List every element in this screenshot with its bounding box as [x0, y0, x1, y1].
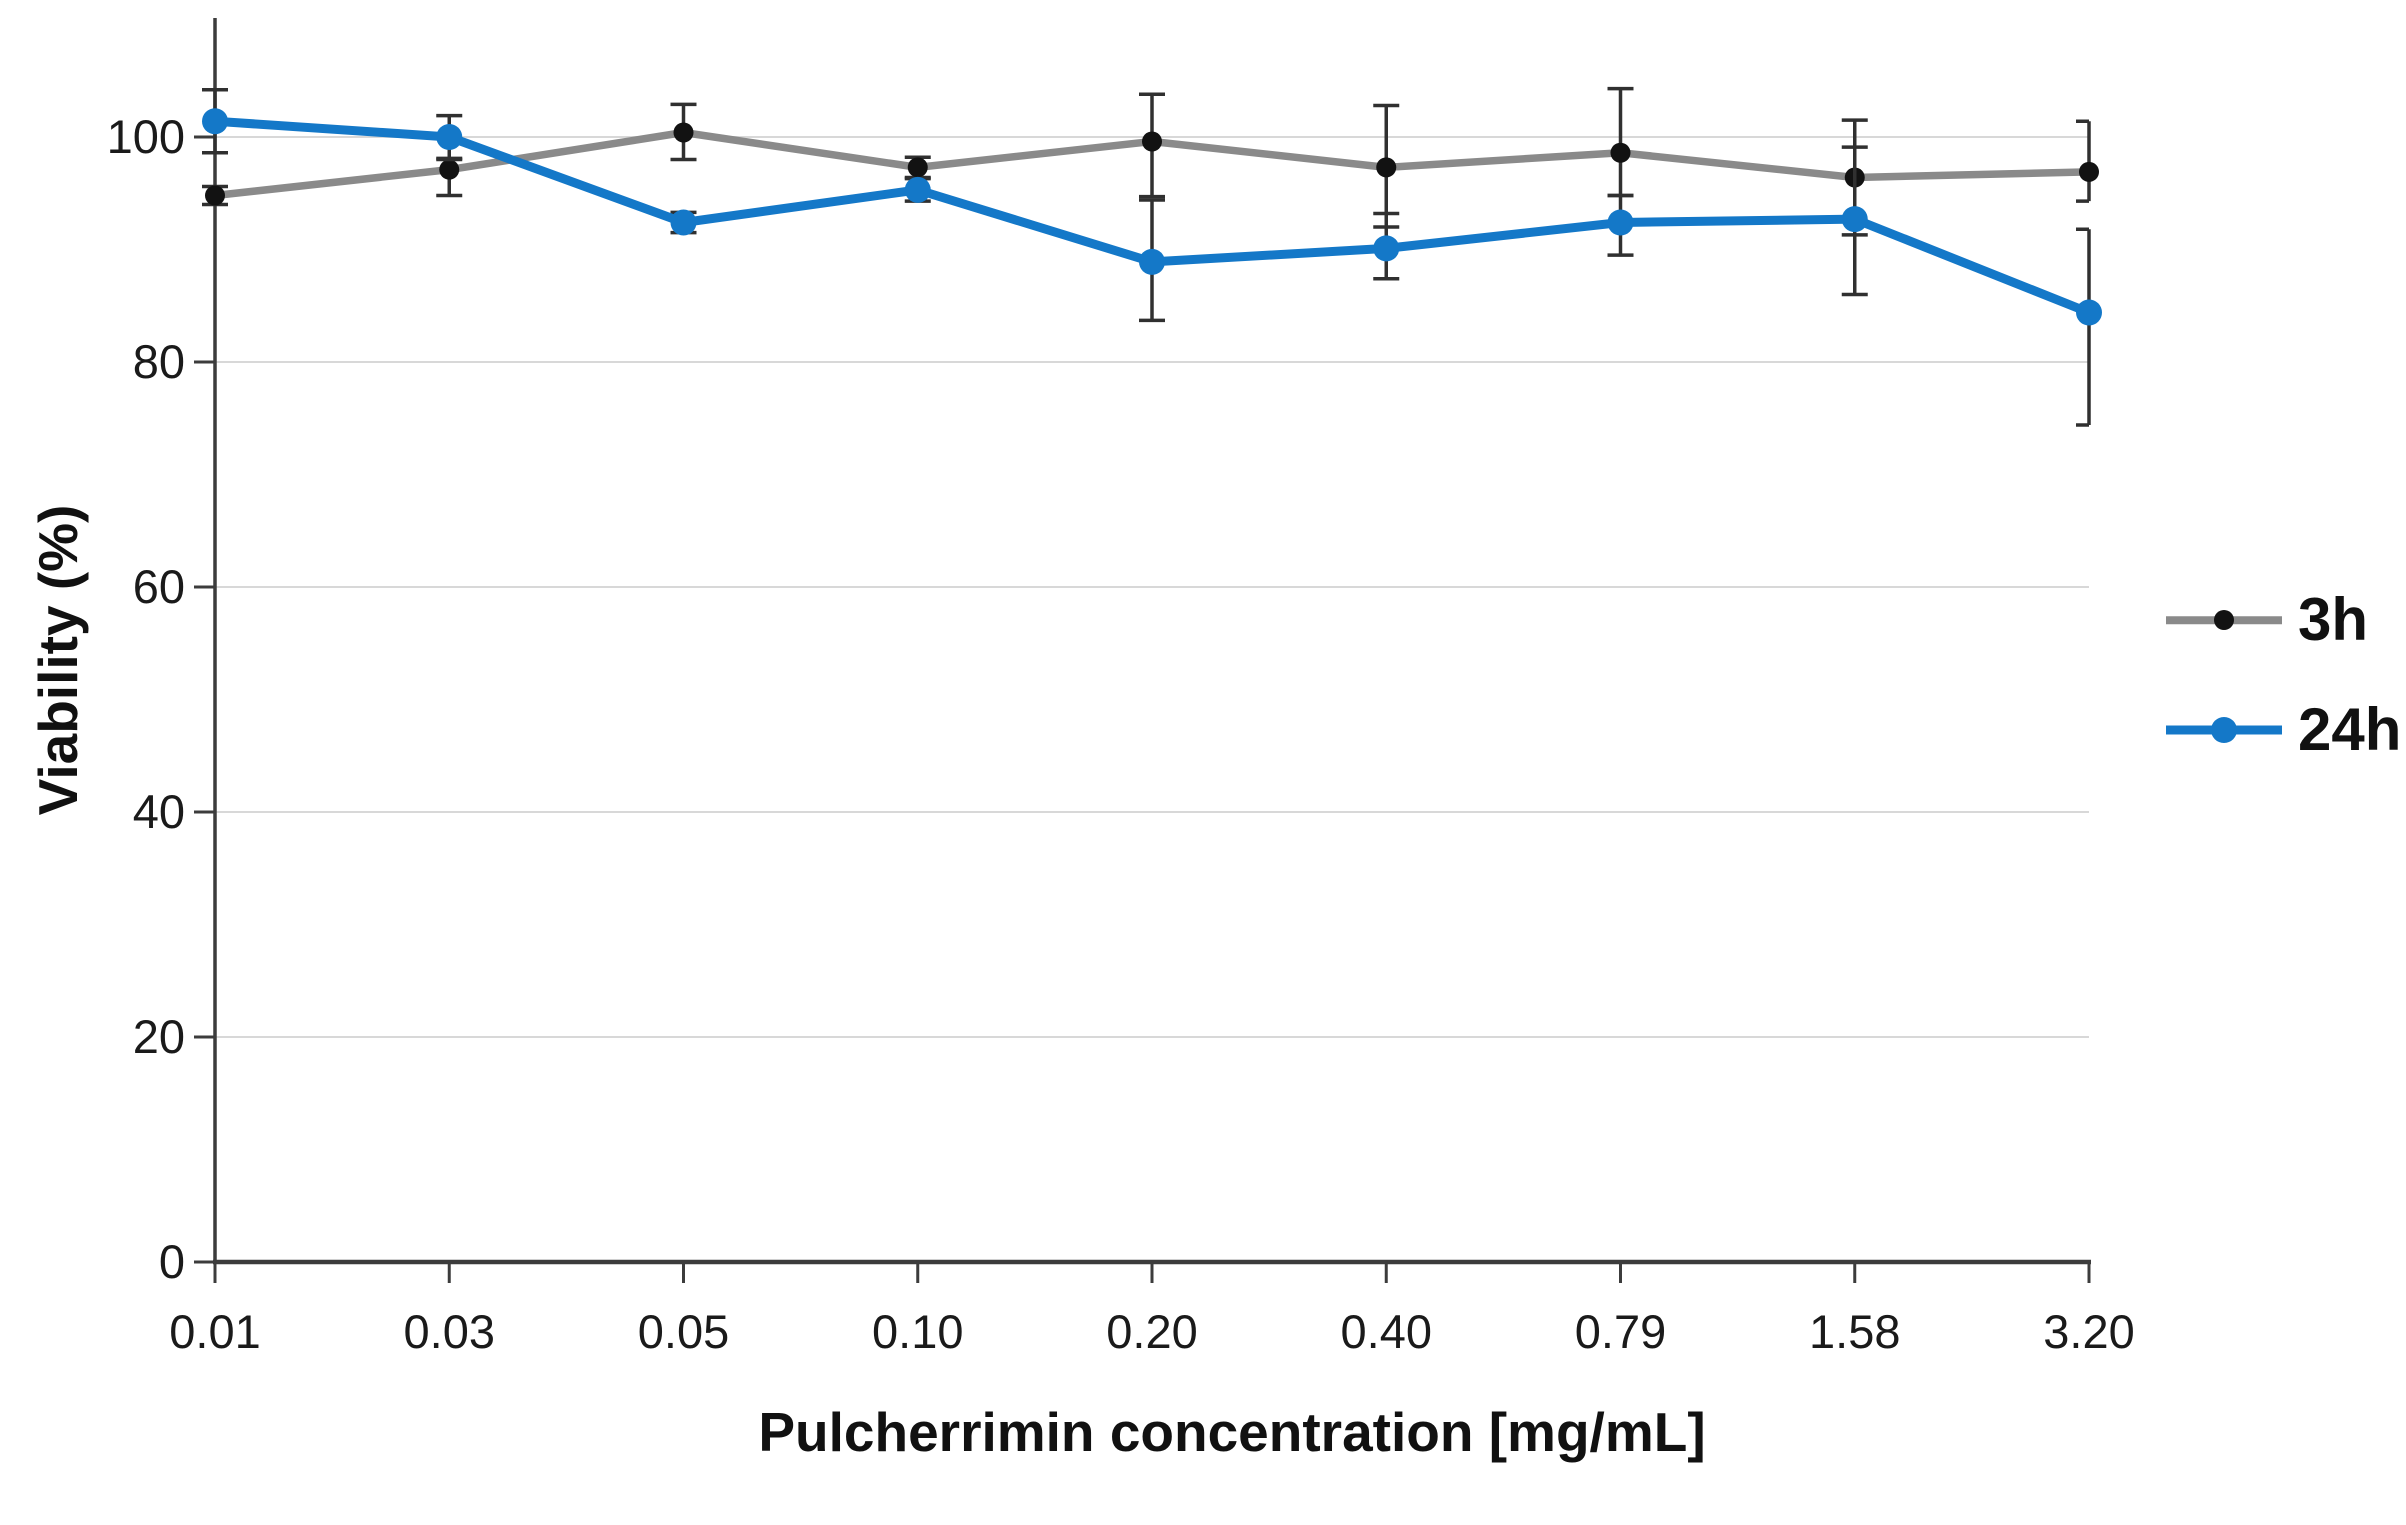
- y-axis-title: Viability (%): [27, 504, 89, 816]
- x-tick-label-0.01: 0.01: [169, 1305, 260, 1358]
- data-point-24h-0.20: [1139, 248, 1165, 275]
- x-tick-label-0.10: 0.10: [872, 1305, 963, 1358]
- data-point-3h-0.05: [673, 122, 694, 143]
- y-tick-label-0: 0: [159, 1235, 185, 1288]
- data-point-24h-3.20: [2076, 299, 2102, 326]
- data-point-3h-0.10: [907, 157, 928, 178]
- data-point-24h-0.40: [1373, 235, 1400, 262]
- series-24h-swatch: [2166, 715, 2282, 745]
- y-tick-label-20: 20: [133, 1010, 185, 1063]
- x-tick-label-0.79: 0.79: [1575, 1305, 1666, 1358]
- data-point-24h-0.05: [670, 209, 697, 236]
- x-axis-title: Pulcherrimin concentration [mg/mL]: [758, 1401, 1706, 1463]
- legend-item-3h: 3h: [2166, 580, 2401, 660]
- legend-label-3h: 3h: [2298, 586, 2369, 653]
- data-point-3h-0.79: [1610, 142, 1631, 163]
- data-point-3h-0.01: [205, 185, 225, 206]
- x-tick-label-0.40: 0.40: [1341, 1305, 1432, 1358]
- data-point-3h-0.03: [439, 159, 460, 180]
- data-point-3h-0.40: [1376, 157, 1397, 178]
- y-tick-label-60: 60: [133, 560, 185, 613]
- data-point-24h-1.58: [1841, 206, 1868, 233]
- data-point-24h-0.10: [904, 176, 931, 203]
- series-3h-swatch: [2166, 605, 2282, 635]
- x-tick-label-0.20: 0.20: [1106, 1305, 1197, 1358]
- legend: 3h 24h: [2166, 580, 2401, 800]
- data-point-3h-3.20: [2079, 161, 2099, 182]
- series-24h-marker-icon: [2211, 717, 2237, 743]
- series-3h-marker-icon: [2214, 610, 2234, 630]
- x-tick-label-0.05: 0.05: [638, 1305, 729, 1358]
- data-point-24h-0.03: [436, 124, 463, 150]
- legend-item-24h: 24h: [2166, 690, 2401, 770]
- y-tick-label-80: 80: [133, 335, 185, 388]
- data-point-24h-0.79: [1607, 209, 1634, 236]
- data-point-3h-0.20: [1142, 131, 1162, 152]
- x-tick-label-3.20: 3.20: [2043, 1305, 2134, 1358]
- y-tick-label-100: 100: [107, 110, 185, 163]
- data-point-24h-0.01: [202, 108, 228, 135]
- x-tick-label-1.58: 1.58: [1809, 1305, 1900, 1358]
- legend-label-24h: 24h: [2298, 696, 2402, 763]
- y-tick-label-40: 40: [133, 785, 185, 838]
- x-tick-label-0.03: 0.03: [404, 1305, 495, 1358]
